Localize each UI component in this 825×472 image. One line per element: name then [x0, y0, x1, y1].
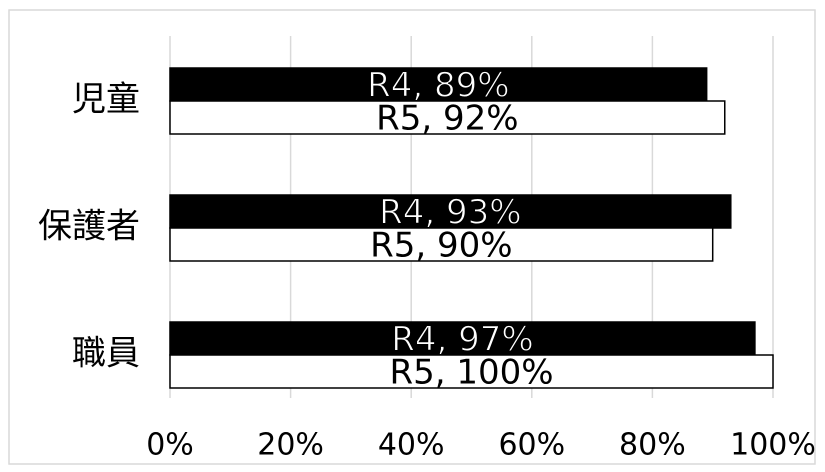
bar — [169, 227, 714, 262]
data-label: R5, 100% — [389, 353, 553, 393]
bar — [169, 67, 708, 102]
data-label: R4, 93% — [379, 193, 521, 233]
x-tick-label: 20% — [257, 428, 324, 463]
x-tick-label: 100% — [730, 428, 816, 463]
x-tick-label: 80% — [619, 428, 686, 463]
data-label: R5, 90% — [370, 226, 512, 266]
bar — [169, 194, 732, 229]
x-tick-label: 0% — [146, 428, 194, 463]
data-label: R4, 89% — [367, 66, 509, 106]
data-label: R4, 97% — [391, 320, 533, 360]
bar — [169, 354, 774, 389]
bar — [169, 321, 756, 356]
x-tick-label: 40% — [378, 428, 445, 463]
y-tick-label: 保護者 — [38, 207, 140, 247]
bar — [169, 100, 726, 135]
x-tick-label: 60% — [498, 428, 565, 463]
data-label: R5, 92% — [376, 99, 518, 139]
y-tick-label: 児童 — [72, 80, 140, 120]
y-tick-label: 職員 — [72, 334, 140, 374]
